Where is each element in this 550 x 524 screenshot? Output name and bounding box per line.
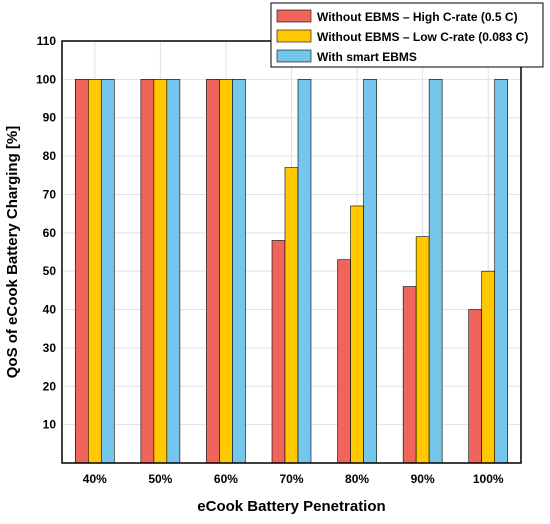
y-tick-label: 40 [43, 303, 57, 317]
bar-3-80pct [363, 79, 377, 464]
x-tick-label: 70% [279, 472, 303, 486]
y-axis-title: QoS of eCook Battery Charging [%] [4, 126, 21, 379]
bar-2-60pct [219, 79, 233, 464]
bar-1-60pct [206, 79, 220, 464]
y-tick-label: 90 [43, 111, 57, 125]
x-tick-label: 90% [411, 472, 435, 486]
legend: Without EBMS – High C-rate (0.5 C) Withou… [270, 2, 544, 68]
x-axis-title: eCook Battery Penetration [197, 498, 385, 515]
bar-2-70pct [284, 167, 299, 464]
y-tick-label: 70 [43, 187, 57, 201]
x-tick-label: 50% [148, 472, 172, 486]
legend-swatch [276, 49, 312, 63]
y-tick-label: 30 [43, 341, 57, 355]
bar-3-60pct [232, 79, 246, 464]
y-tick-label: 10 [43, 418, 57, 432]
bar-2-100pct [481, 270, 496, 464]
bar-1-40pct [74, 79, 89, 464]
bar-3-50pct [166, 79, 181, 464]
y-tick-label: 80 [43, 149, 57, 163]
bar-3-90pct [428, 79, 443, 464]
y-tick-label: 100 [36, 72, 56, 86]
bar-2-50pct [153, 79, 168, 464]
x-tick-label: 100% [473, 472, 504, 486]
y-tick-label: 110 [37, 34, 57, 48]
legend-box [270, 2, 544, 68]
bar-1-80pct [337, 259, 351, 464]
bar-3-100pct [494, 79, 509, 464]
bar-2-90pct [415, 236, 430, 464]
y-tick-label: 20 [43, 379, 57, 393]
bar-3-40pct [100, 79, 115, 464]
bar-2-40pct [87, 79, 102, 464]
y-tick-label: 50 [43, 264, 57, 278]
x-tick-label: 80% [345, 472, 369, 486]
legend-label: With smart EBMS [317, 50, 417, 64]
bar-1-70pct [271, 240, 286, 464]
bar-1-90pct [402, 286, 417, 464]
bar-2-80pct [350, 205, 364, 464]
tick-labels: 10 20 30 40 50 60 70 80 90 100 110 40% 50% 60% 70% 80% 9… [36, 34, 504, 486]
x-tick-label: 60% [214, 472, 238, 486]
legend-label: Without EBMS – Low C-rate (0.083 C) [317, 30, 528, 44]
bar-1-50pct [140, 79, 155, 464]
y-tick-label: 60 [43, 226, 57, 240]
legend-swatch [276, 29, 312, 43]
legend-swatch [276, 9, 312, 23]
bars [74, 79, 509, 464]
legend-label: Without EBMS – High C-rate (0.5 C) [317, 10, 518, 24]
bar-3-70pct [297, 79, 312, 464]
x-tick-label: 40% [83, 472, 107, 486]
bar-1-100pct [468, 309, 483, 464]
